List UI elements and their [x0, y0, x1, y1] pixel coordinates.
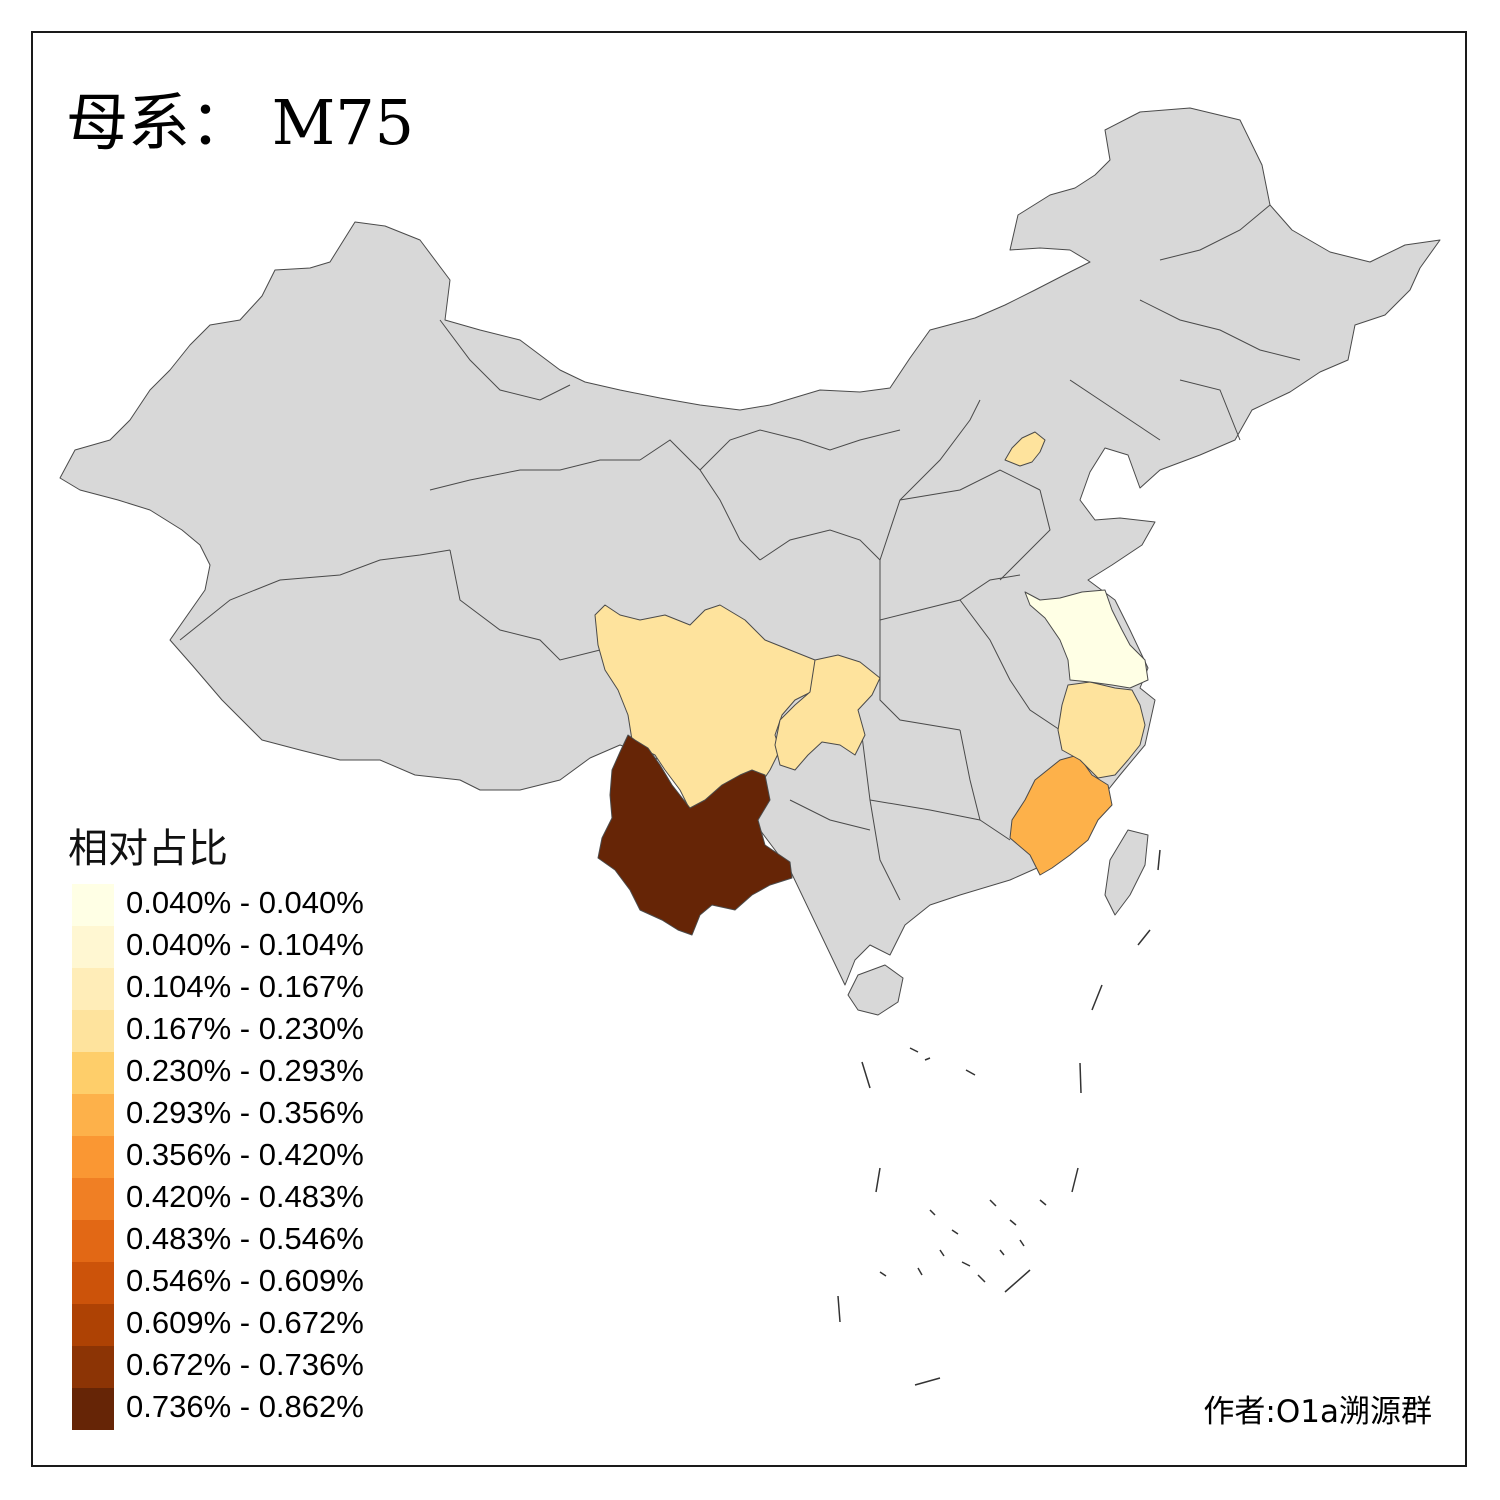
legend-swatch: [72, 1220, 114, 1262]
legend-item: 0.546% - 0.609%: [72, 1262, 432, 1304]
legend-label: 0.420% - 0.483%: [126, 1179, 364, 1214]
region-yunnan: [597, 734, 793, 936]
region-fujian: [1009, 754, 1113, 876]
legend-item: 0.736% - 0.862%: [72, 1388, 432, 1430]
legend-swatch: [72, 884, 114, 926]
legend-swatch: [72, 1388, 114, 1430]
legend-label: 0.293% - 0.356%: [126, 1095, 364, 1130]
legend-label: 0.040% - 0.040%: [126, 885, 364, 920]
legend-item: 0.483% - 0.546%: [72, 1220, 432, 1262]
legend-item: 0.356% - 0.420%: [72, 1136, 432, 1178]
legend-swatch: [72, 1178, 114, 1220]
legend-label: 0.230% - 0.293%: [126, 1053, 364, 1088]
legend-swatch: [72, 1010, 114, 1052]
hainan-island: [847, 964, 904, 1016]
legend-item: 0.167% - 0.230%: [72, 1010, 432, 1052]
legend-swatch: [72, 1304, 114, 1346]
legend-item: 0.672% - 0.736%: [72, 1346, 432, 1388]
islands: [837, 849, 1161, 1386]
legend-swatch: [72, 1094, 114, 1136]
legend-swatch: [72, 968, 114, 1010]
legend-item: 0.420% - 0.483%: [72, 1178, 432, 1220]
legend-swatch: [72, 1136, 114, 1178]
legend-label: 0.104% - 0.167%: [126, 969, 364, 1004]
legend-item: 0.609% - 0.672%: [72, 1304, 432, 1346]
legend-label: 0.736% - 0.862%: [126, 1389, 364, 1424]
legend-label: 0.672% - 0.736%: [126, 1347, 364, 1382]
map-frame: [31, 31, 1467, 1467]
taiwan-island: [1104, 829, 1149, 916]
legend-label: 0.483% - 0.546%: [126, 1221, 364, 1256]
legend-item: 0.040% - 0.040%: [72, 884, 432, 926]
legend-swatch: [72, 1262, 114, 1304]
legend-swatch: [72, 1346, 114, 1388]
region-zhejiang: [1057, 681, 1146, 779]
legend-label: 0.040% - 0.104%: [126, 927, 364, 962]
legend-swatch: [72, 926, 114, 968]
legend-item: 0.104% - 0.167%: [72, 968, 432, 1010]
legend-item: 0.293% - 0.356%: [72, 1094, 432, 1136]
legend-label: 0.546% - 0.609%: [126, 1263, 364, 1298]
author-credit: 作者:O1a溯源群: [1203, 1394, 1432, 1430]
legend: 0.040% - 0.040% 0.040% - 0.104% 0.104% - 0…: [72, 884, 432, 1430]
legend-label: 0.167% - 0.230%: [126, 1011, 364, 1046]
region-chongqing: [774, 654, 881, 771]
legend-swatch: [72, 1052, 114, 1094]
region-jiangsu: [1024, 589, 1149, 689]
legend-label: 0.356% - 0.420%: [126, 1137, 364, 1172]
legend-item: 0.230% - 0.293%: [72, 1052, 432, 1094]
map-title: 母系： M75: [66, 86, 415, 159]
province-borders: [179, 204, 1301, 901]
legend-item: 0.040% - 0.104%: [72, 926, 432, 968]
legend-label: 0.609% - 0.672%: [126, 1305, 364, 1340]
legend-title: 相对占比: [68, 826, 228, 872]
region-beijing: [1004, 431, 1046, 467]
